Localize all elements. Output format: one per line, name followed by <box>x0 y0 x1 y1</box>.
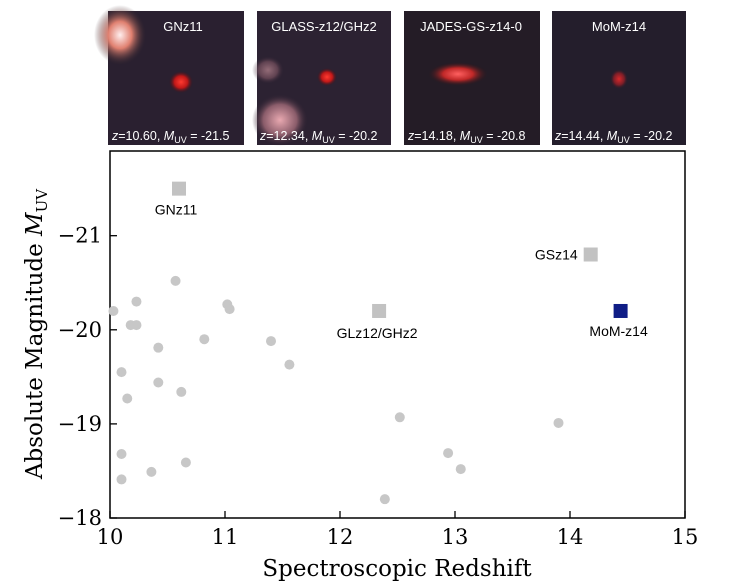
galaxy-point <box>122 393 133 404</box>
thumbnail-glass-z12: GLASS-z12/GHz2 z=12.34, MUV = -20.2 <box>252 11 391 146</box>
galaxy-point <box>224 304 235 315</box>
point-label-glz12-ghz2: GLz12/GHz2 <box>337 325 418 341</box>
galaxy-point <box>553 417 564 428</box>
axis-ticks: 10 11 12 13 14 15 −21 −20 −19 −18 <box>58 224 699 549</box>
galaxy-point <box>146 466 157 477</box>
y-axis-label: Absolute Magnitude MUV <box>22 188 51 480</box>
galaxy-point <box>455 464 466 475</box>
galaxy-point <box>131 296 142 307</box>
y-tick-label: −20 <box>58 318 102 342</box>
thumbnail-title: JADES-GS-z14-0 <box>420 19 522 34</box>
point-label-gnz11: GNz11 <box>155 202 198 218</box>
galaxy-point <box>180 457 191 468</box>
x-axis-label: Spectroscopic Redshift <box>262 556 532 582</box>
thumbnail-caption: z=14.44, MUV = -20.2 <box>554 129 673 145</box>
thumbnail-caption: z=14.18, MUV = -20.8 <box>407 129 526 145</box>
thumbnail-caption: z=12.34, MUV = -20.2 <box>259 129 378 145</box>
y-tick-label: −18 <box>58 506 102 530</box>
x-tick-label: 14 <box>557 525 584 549</box>
galaxy-point <box>266 336 276 347</box>
galaxy-point <box>394 412 405 423</box>
x-tick-label: 15 <box>672 525 699 549</box>
highlight-point-gnz11 <box>172 181 186 196</box>
galaxy-point <box>199 334 210 345</box>
thumbnail-title: GNz11 <box>163 19 203 34</box>
galaxy-point <box>284 359 295 370</box>
x-tick-label: 12 <box>327 525 354 549</box>
galaxy-point <box>379 494 390 505</box>
highlight-point-glz12-ghz2 <box>372 303 387 318</box>
galaxy-point <box>443 448 454 459</box>
highlight-point-gsz14 <box>583 247 598 262</box>
y-tick-label: −19 <box>58 412 102 436</box>
point-label-mom-z14: MoM-z14 <box>589 323 648 339</box>
thumbnail-jades-gs-z14-0: JADES-GS-z14-0 z=14.18, MUV = -20.8 <box>404 11 540 145</box>
galaxy-point <box>116 474 127 485</box>
galaxy-point <box>153 377 164 388</box>
galaxy-point <box>108 305 119 316</box>
highlight-point-mom-z14 <box>613 303 628 318</box>
thumbnail-title: MoM-z14 <box>592 19 646 34</box>
y-tick-label: −21 <box>58 224 102 248</box>
point-labels: GNz11 GLz12/GHz2 GSz14 MoM-z14 <box>155 202 648 341</box>
galaxy-point <box>116 449 127 460</box>
data-points <box>108 181 628 505</box>
x-tick-label: 11 <box>212 525 239 549</box>
galaxy-point <box>131 320 142 331</box>
thumbnail-caption: z=10.60, MUV = -21.5 <box>111 129 230 145</box>
thumbnail-mom-z14: MoM-z14 z=14.44, MUV = -20.2 <box>552 11 686 145</box>
point-label-gsz14: GSz14 <box>535 247 578 263</box>
galaxy-point <box>176 386 187 397</box>
galaxy-point <box>153 342 164 353</box>
x-tick-label: 10 <box>97 525 124 549</box>
thumbnail-title: GLASS-z12/GHz2 <box>271 19 377 34</box>
galaxy-point <box>170 275 181 286</box>
galaxy-point <box>116 367 127 378</box>
thumbnail-gnz11: GNz11 z=10.60, MUV = -21.5 <box>94 5 244 145</box>
x-tick-label: 13 <box>442 525 469 549</box>
